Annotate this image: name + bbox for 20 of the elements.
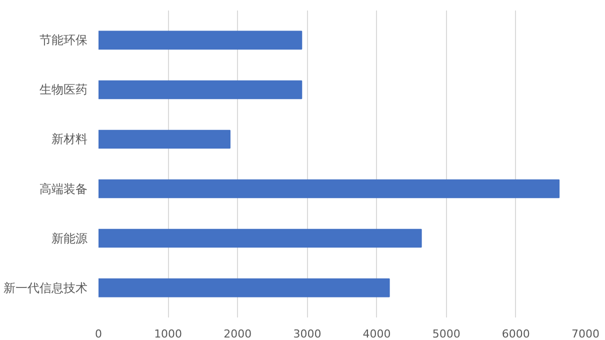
bar [98,30,302,50]
x-tick-label: 4000 [362,328,391,340]
y-tick-label: 新一代信息技术 [4,280,88,295]
bar [98,228,422,248]
bar [98,179,560,198]
y-tick-label: 生物医药 [40,82,88,97]
x-tick-label: 7000 [572,328,600,340]
x-tick-label: 0 [95,328,102,340]
y-tick-label: 新能源 [52,231,88,246]
x-tick-label: 2000 [224,328,252,340]
x-tick-label: 6000 [502,328,530,340]
x-tick-label: 1000 [154,328,182,340]
bar [98,278,390,298]
x-tick-label: 5000 [432,328,460,340]
bar [98,80,302,100]
x-tick-label: 3000 [293,328,322,340]
y-tick-label: 高端装备 [40,182,88,196]
y-tick-label: 新材料 [52,132,88,146]
y-tick-label: 节能环保 [40,33,88,48]
bar [98,130,230,149]
